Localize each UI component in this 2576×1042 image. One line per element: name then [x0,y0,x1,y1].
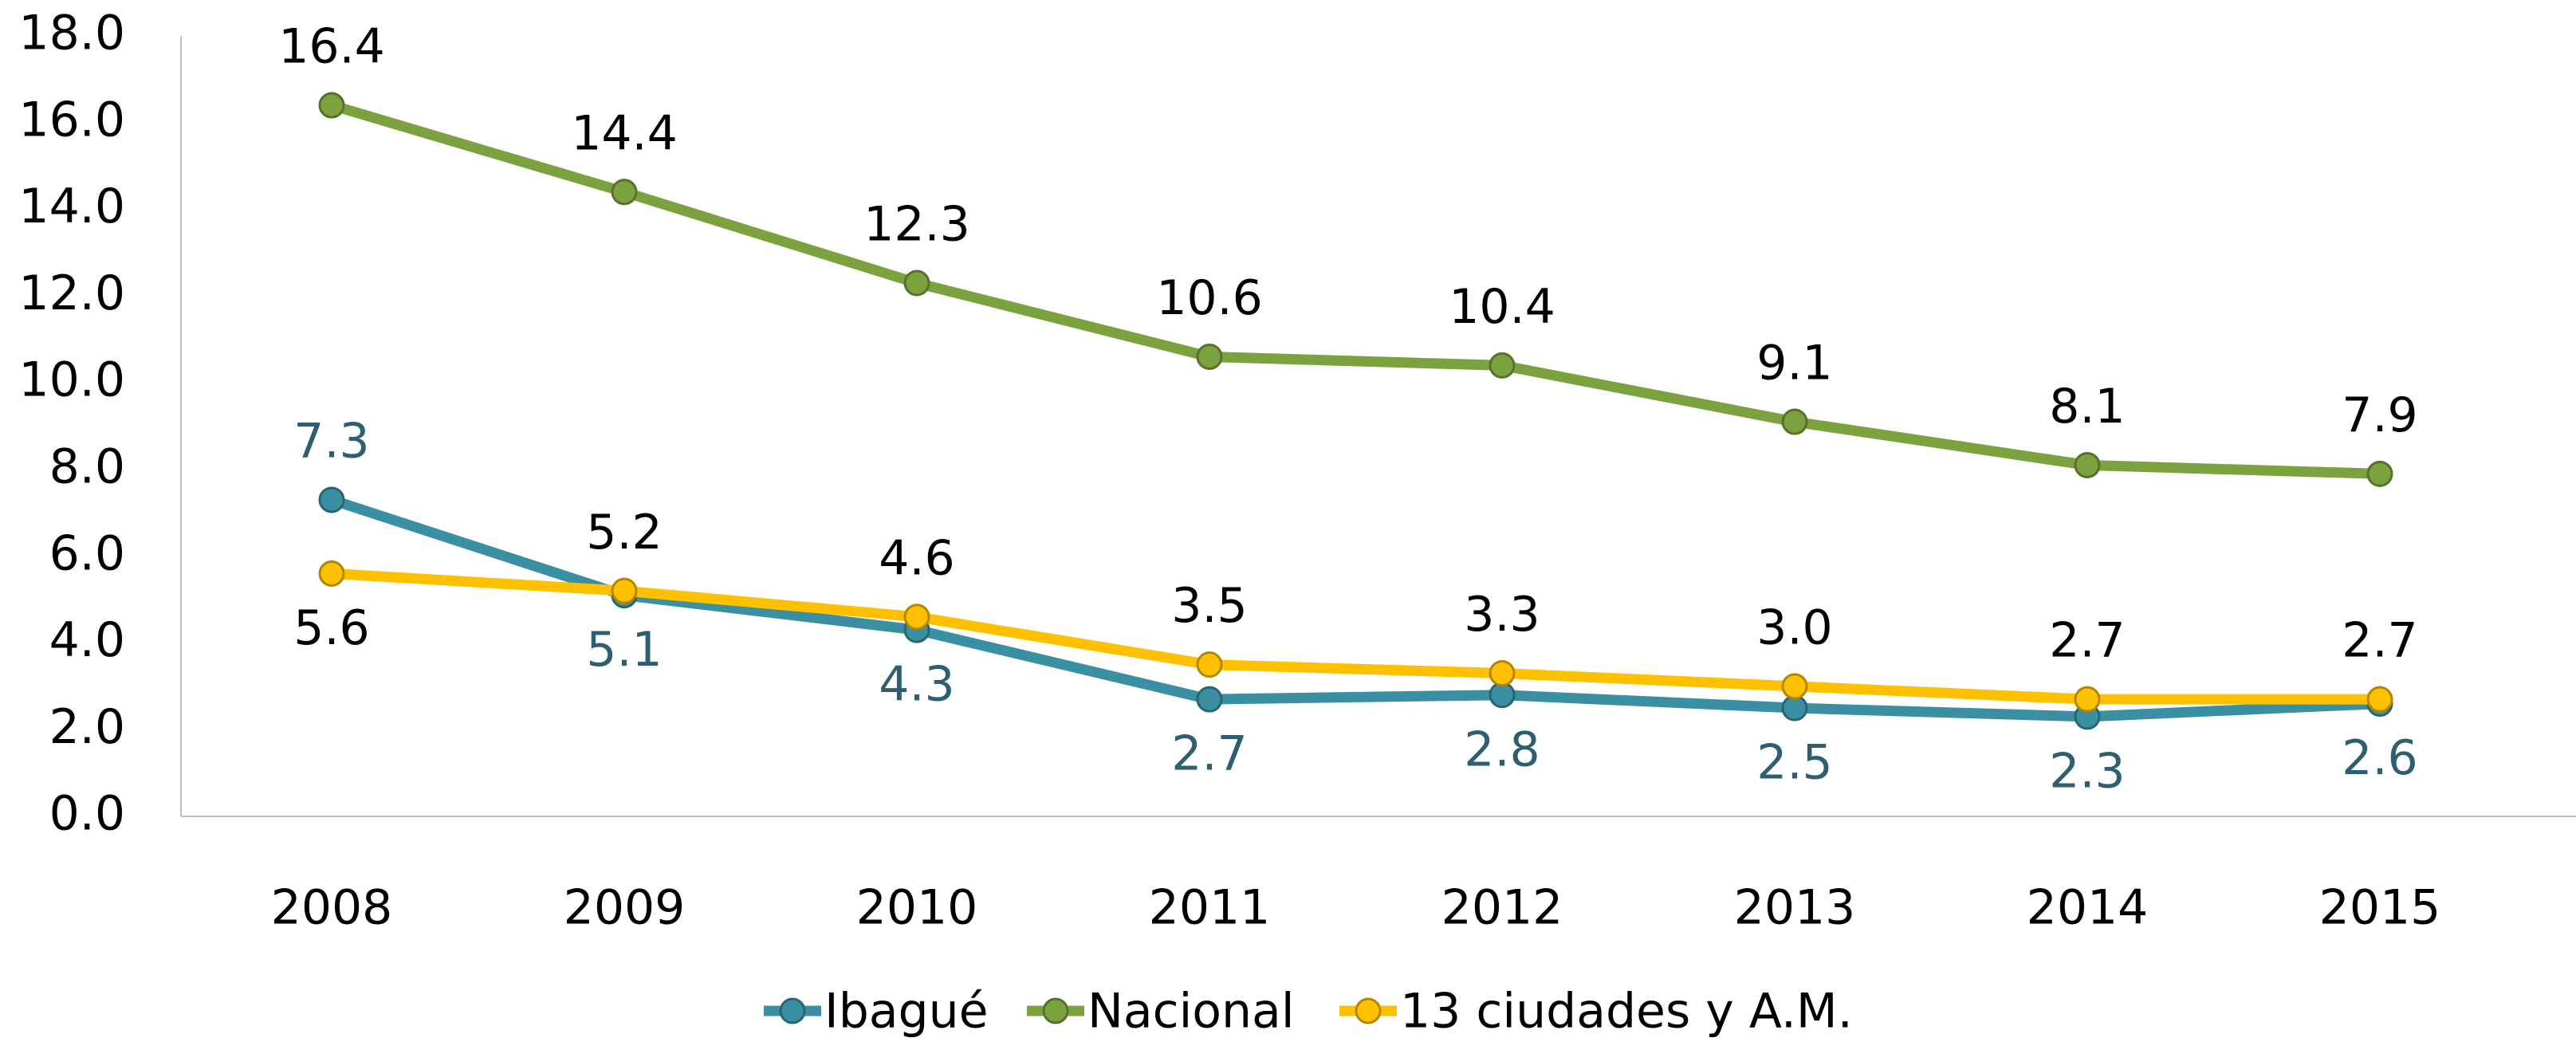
data-label: 16.4 [278,19,385,75]
y-tick-label: 14.0 [18,179,125,234]
legend-label: Nacional [1087,984,1294,1039]
data-label: 10.4 [1449,279,1555,335]
data-point [611,577,638,604]
y-tick-label: 8.0 [49,438,125,494]
data-label: 8.1 [2049,379,2125,434]
data-point [2366,460,2393,487]
y-tick-label: 4.0 [49,612,125,668]
data-label: 7.9 [2342,387,2417,443]
series-line [330,100,2381,479]
legend-marker [1042,997,1069,1024]
x-tick-label: 2010 [856,880,978,936]
series-line [329,494,2381,722]
data-label: 12.3 [863,197,970,253]
data-label: 2.6 [2342,730,2417,786]
y-tick-label: 6.0 [49,525,125,581]
legend-label: Ibagué [824,984,989,1039]
y-tick-label: 16.0 [18,92,125,147]
data-label: 7.3 [293,414,369,470]
data-point [1489,682,1516,709]
data-label: 5.2 [586,505,662,560]
y-tick-label: 0.0 [49,786,125,842]
data-point [1489,352,1516,379]
x-tick-label: 2008 [271,880,393,936]
data-label: 2.7 [2342,613,2417,669]
legend-label: 13 ciudades y A.M. [1400,984,1853,1039]
data-point [2074,451,2101,478]
data-label: 5.6 [293,600,369,656]
data-label: 3.5 [1171,578,1247,634]
data-label: 2.8 [1464,722,1540,777]
x-tick-label: 2014 [2027,880,2149,936]
x-tick-label: 2011 [1149,880,1271,936]
data-point [1489,660,1516,687]
data-label: 2.7 [1171,726,1247,782]
x-tick-label: 2013 [1734,880,1856,936]
x-tick-label: 2009 [564,880,686,936]
data-point [903,604,930,631]
data-label: 3.3 [1464,587,1540,643]
data-point [1196,651,1223,678]
data-point [1781,673,1808,700]
data-point [1781,408,1808,435]
x-tick-label: 2012 [1441,880,1563,936]
data-point [318,560,345,587]
series-line [331,568,2380,705]
y-tick-label: 10.0 [18,352,125,408]
y-tick-label: 12.0 [18,265,125,321]
data-point [318,486,345,513]
x-tick-label: 2015 [2319,880,2441,936]
data-label: 3.0 [1756,600,1832,655]
data-point [1196,686,1223,713]
data-label: 14.4 [571,105,678,161]
data-point [2366,686,2393,713]
data-label: 2.5 [1756,735,1832,791]
data-point [318,92,345,119]
data-label: 9.1 [1756,336,1832,391]
legend-marker [779,997,806,1024]
data-point [611,179,638,206]
data-label: 4.6 [879,530,954,586]
data-label: 2.7 [2049,613,2125,669]
y-tick-label: 2.0 [49,699,125,755]
data-point [2074,686,2101,713]
y-tick-label: 18.0 [18,6,125,61]
data-label: 5.1 [586,622,662,678]
data-label: 4.3 [879,657,954,713]
data-point [1781,694,1808,722]
data-label: 2.3 [2049,743,2125,799]
data-point [1196,343,1223,370]
legend-marker [1355,997,1382,1024]
data-point [903,269,930,297]
data-label: 10.6 [1156,270,1263,326]
